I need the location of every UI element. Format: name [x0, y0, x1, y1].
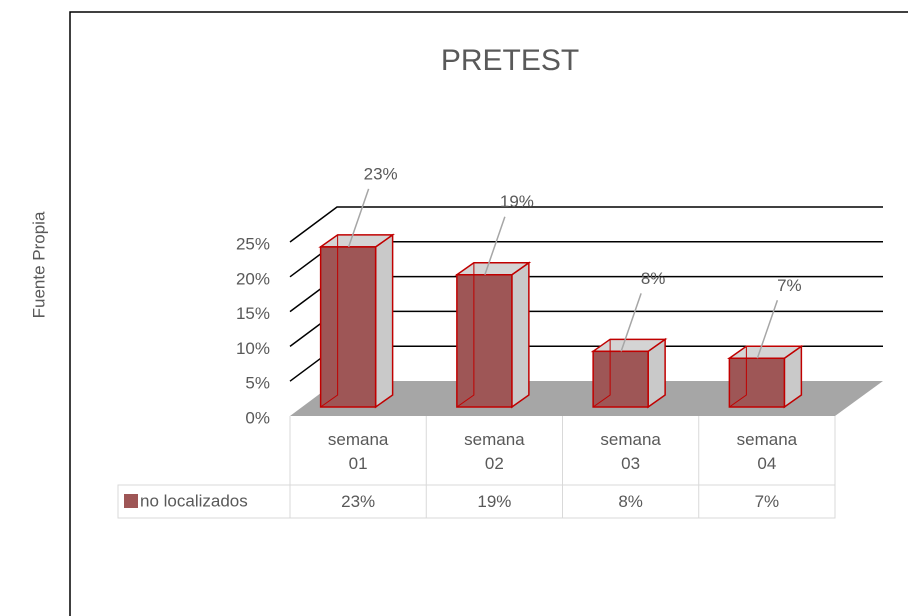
bar — [319, 246, 377, 408]
category-label: semana 04 — [736, 430, 798, 473]
side-label: Fuente Propia — [29, 211, 48, 318]
table-value: 19% — [477, 492, 512, 511]
category-label: semana 01 — [327, 430, 389, 473]
bar — [456, 274, 513, 408]
y-tick-label: 5% — [245, 374, 270, 393]
table-value: 23% — [341, 492, 376, 511]
frame — [69, 11, 908, 616]
chart-title: PRETEST — [441, 44, 579, 77]
data-label: 7% — [777, 276, 802, 295]
data-label: 8% — [641, 269, 666, 288]
bar-hidden-edge — [592, 339, 611, 408]
y-tick-label: 10% — [236, 339, 270, 358]
bar-hidden-edge — [320, 234, 339, 408]
legend-label: no localizados — [140, 491, 248, 510]
legend-key — [124, 494, 138, 508]
bar-side — [374, 233, 394, 409]
bar — [728, 357, 786, 408]
y-tick-label: 0% — [245, 408, 270, 427]
bar-hidden-edge — [456, 262, 475, 408]
bar — [592, 350, 649, 408]
category-label: semana 02 — [464, 430, 525, 473]
grid-line — [289, 206, 883, 243]
leader-line — [756, 300, 779, 359]
leader-line — [620, 293, 642, 352]
leader-line — [484, 216, 506, 276]
data-label: 19% — [500, 192, 534, 211]
y-tick-label: 20% — [236, 269, 270, 288]
leader-line — [347, 188, 370, 248]
table-border — [117, 484, 836, 519]
bar-side — [511, 261, 530, 409]
data-label: 23% — [364, 164, 398, 183]
y-tick-label: 15% — [236, 304, 270, 323]
y-tick-label: 25% — [236, 234, 270, 253]
table-value: 8% — [618, 492, 643, 511]
table-value: 7% — [754, 492, 780, 511]
bar-hidden-edge — [729, 346, 747, 408]
category-label: semana 03 — [600, 430, 661, 473]
